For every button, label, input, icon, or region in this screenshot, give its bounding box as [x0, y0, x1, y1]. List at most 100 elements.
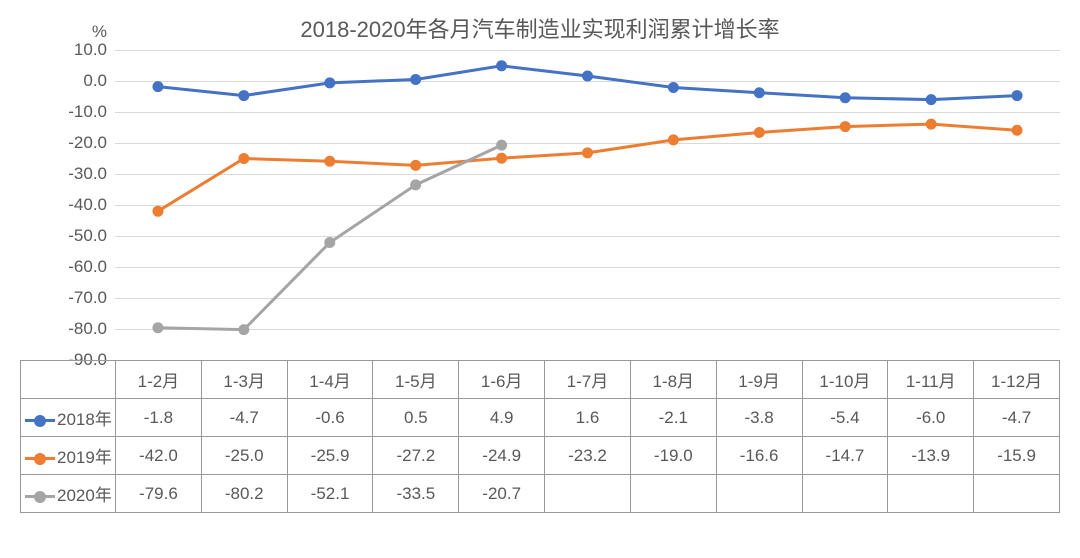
chart-svg	[115, 50, 1060, 360]
category-header: 1-6月	[459, 361, 545, 399]
y-tick-label: 0.0	[83, 71, 107, 91]
series-marker	[926, 119, 936, 129]
table-row: 2019年-42.0-25.0-25.9-27.2-24.9-23.2-19.0…	[21, 437, 1060, 475]
series-marker	[239, 154, 249, 164]
data-cell: -52.1	[287, 475, 373, 513]
data-cell: -2.1	[630, 399, 716, 437]
series-marker	[325, 78, 335, 88]
category-header: 1-3月	[201, 361, 287, 399]
data-cell: -42.0	[116, 437, 202, 475]
legend-label: 2019年	[57, 448, 112, 467]
category-header: 1-10月	[802, 361, 888, 399]
plot-area: 10.00.0-10.0-20.0-30.0-40.0-50.0-60.0-70…	[115, 50, 1060, 360]
data-cell: -79.6	[116, 475, 202, 513]
legend-label: 2020年	[57, 486, 112, 505]
data-cell	[888, 475, 974, 513]
data-cell: -5.4	[802, 399, 888, 437]
data-cell: -15.9	[974, 437, 1060, 475]
y-tick-label: -20.0	[68, 133, 107, 153]
series-marker	[754, 88, 764, 98]
y-tick-label: -80.0	[68, 319, 107, 339]
data-cell: -23.2	[545, 437, 631, 475]
data-cell: -16.6	[716, 437, 802, 475]
chart-title: 2018-2020年各月汽车制造业实现利润累计增长率	[0, 12, 1080, 44]
series-marker	[411, 74, 421, 84]
y-tick-label: -50.0	[68, 226, 107, 246]
series-marker	[325, 156, 335, 166]
series-marker	[411, 180, 421, 190]
y-tick-label: -10.0	[68, 102, 107, 122]
legend-swatch-icon	[25, 495, 55, 498]
series-marker	[325, 238, 335, 248]
series-marker	[497, 61, 507, 71]
data-cell: -6.0	[888, 399, 974, 437]
legend-cell: 2020年	[21, 475, 116, 513]
series-marker	[840, 93, 850, 103]
table-row: 2018年-1.8-4.7-0.60.54.91.6-2.1-3.8-5.4-6…	[21, 399, 1060, 437]
series-marker	[926, 95, 936, 105]
table-row: 2020年-79.6-80.2-52.1-33.5-20.7	[21, 475, 1060, 513]
data-cell: -4.7	[201, 399, 287, 437]
category-header: 1-8月	[630, 361, 716, 399]
table-corner-cell	[21, 361, 116, 399]
data-cell: -4.7	[974, 399, 1060, 437]
series-marker	[668, 135, 678, 145]
series-marker	[1012, 125, 1022, 135]
series-marker	[239, 91, 249, 101]
category-header: 1-4月	[287, 361, 373, 399]
plot-wrap: % 10.00.0-10.0-20.0-30.0-40.0-50.0-60.0-…	[115, 50, 1060, 360]
series-marker	[754, 127, 764, 137]
data-cell: 4.9	[459, 399, 545, 437]
legend-cell: 2018年	[21, 399, 116, 437]
series-marker	[668, 83, 678, 93]
data-cell: -13.9	[888, 437, 974, 475]
legend-cell: 2019年	[21, 437, 116, 475]
category-header: 1-12月	[974, 361, 1060, 399]
series-marker	[497, 153, 507, 163]
category-header: 1-11月	[888, 361, 974, 399]
series-marker	[840, 122, 850, 132]
data-cell: -19.0	[630, 437, 716, 475]
series-marker	[153, 82, 163, 92]
series-marker	[583, 71, 593, 81]
category-header: 1-2月	[116, 361, 202, 399]
series-marker	[497, 140, 507, 150]
data-cell	[802, 475, 888, 513]
data-cell: -80.2	[201, 475, 287, 513]
data-cell: 1.6	[545, 399, 631, 437]
legend-swatch-icon	[25, 457, 55, 460]
y-tick-label: -60.0	[68, 257, 107, 277]
series-marker	[239, 325, 249, 335]
data-cell: -0.6	[287, 399, 373, 437]
series-line	[158, 124, 1017, 211]
data-cell: -33.5	[373, 475, 459, 513]
data-cell	[716, 475, 802, 513]
category-header: 1-9月	[716, 361, 802, 399]
data-cell: -27.2	[373, 437, 459, 475]
data-cell	[630, 475, 716, 513]
data-cell	[974, 475, 1060, 513]
y-tick-label: 10.0	[74, 40, 107, 60]
series-marker	[411, 160, 421, 170]
data-cell: -25.0	[201, 437, 287, 475]
category-header: 1-7月	[545, 361, 631, 399]
series-marker	[583, 148, 593, 158]
y-axis-unit: %	[92, 22, 107, 42]
series-marker	[153, 323, 163, 333]
category-header: 1-5月	[373, 361, 459, 399]
table-header-row: 1-2月1-3月1-4月1-5月1-6月1-7月1-8月1-9月1-10月1-1…	[21, 361, 1060, 399]
y-tick-label: -40.0	[68, 195, 107, 215]
y-tick-label: -70.0	[68, 288, 107, 308]
data-cell: -24.9	[459, 437, 545, 475]
data-cell: -3.8	[716, 399, 802, 437]
data-cell	[545, 475, 631, 513]
legend-swatch-icon	[25, 419, 55, 422]
legend-label: 2018年	[57, 410, 112, 429]
data-table: 1-2月1-3月1-4月1-5月1-6月1-7月1-8月1-9月1-10月1-1…	[20, 360, 1060, 513]
data-cell: -25.9	[287, 437, 373, 475]
data-cell: 0.5	[373, 399, 459, 437]
y-tick-label: -30.0	[68, 164, 107, 184]
chart-container: 2018-2020年各月汽车制造业实现利润累计增长率 % 10.00.0-10.…	[0, 0, 1080, 558]
data-cell: -1.8	[116, 399, 202, 437]
data-cell: -14.7	[802, 437, 888, 475]
